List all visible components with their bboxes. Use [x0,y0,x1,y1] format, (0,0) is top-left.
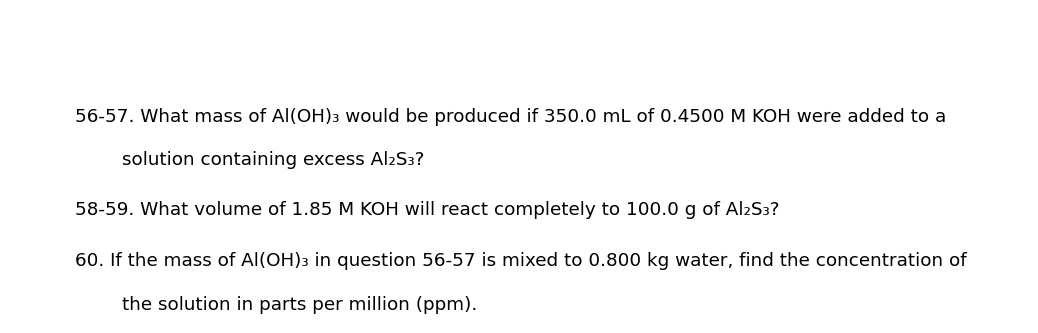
Text: 58-59. What volume of 1.85 M KOH will react completely to 100.0 g of Al₂S₃?: 58-59. What volume of 1.85 M KOH will re… [75,201,780,219]
Text: 56-57. What mass of Al(OH)₃ would be produced if 350.0 mL of 0.4500 M KOH were a: 56-57. What mass of Al(OH)₃ would be pro… [75,108,946,126]
Text: solution containing excess Al₂S₃?: solution containing excess Al₂S₃? [122,151,425,169]
Text: the solution in parts per million (ppm).: the solution in parts per million (ppm). [122,296,477,314]
Text: 60. If the mass of Al(OH)₃ in question 56-57 is mixed to 0.800 kg water, find th: 60. If the mass of Al(OH)₃ in question 5… [75,252,966,270]
